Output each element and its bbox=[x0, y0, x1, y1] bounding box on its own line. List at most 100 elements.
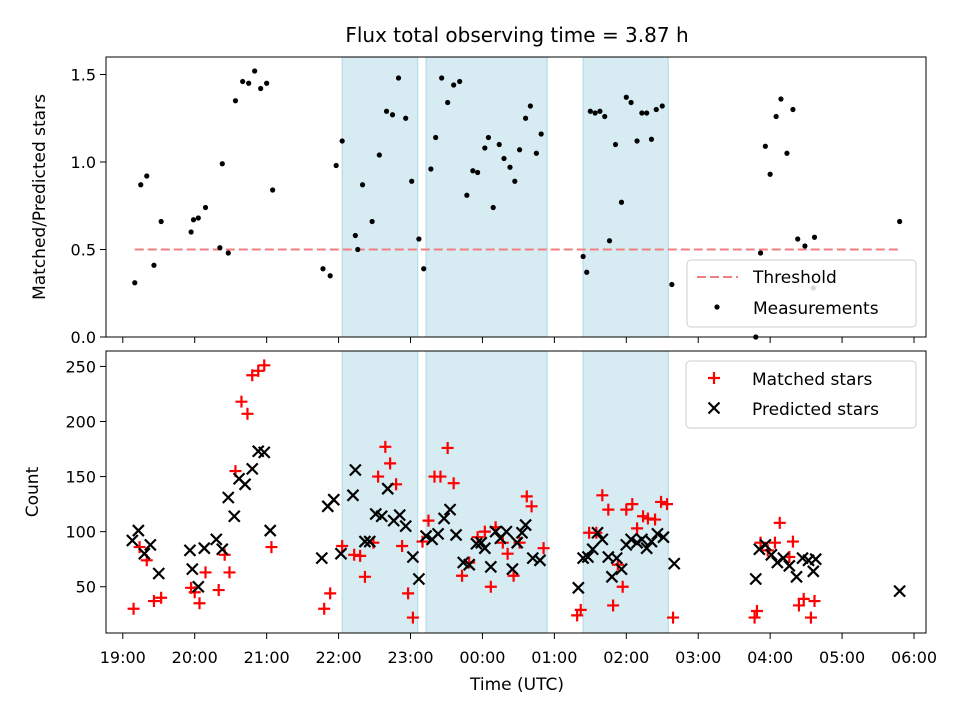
predicted-star-point bbox=[657, 530, 670, 544]
predicted-star-point bbox=[346, 489, 360, 502]
matched-star-point bbox=[147, 595, 160, 608]
matched-star-point bbox=[422, 514, 435, 527]
predicted-star-point bbox=[526, 551, 540, 565]
matched-star-point bbox=[750, 604, 763, 617]
measurement-point bbox=[389, 112, 396, 118]
matched-star-point bbox=[768, 536, 781, 549]
measurement-point bbox=[355, 246, 361, 253]
predicted-star-point bbox=[753, 543, 766, 556]
matched-star-point bbox=[808, 595, 821, 608]
matched-star-point bbox=[667, 611, 680, 624]
measurement-point bbox=[445, 99, 451, 106]
measurement-point bbox=[648, 136, 655, 142]
matched-star-point bbox=[463, 556, 476, 569]
predicted-star-point bbox=[126, 534, 139, 547]
measurement-point bbox=[246, 80, 252, 86]
predicted-star-point bbox=[349, 463, 362, 477]
predicted-star-point bbox=[893, 584, 906, 598]
matched-star-point bbox=[252, 364, 265, 377]
predicted-star-point bbox=[257, 446, 271, 459]
measurement-point bbox=[653, 106, 659, 113]
measurement-point bbox=[188, 229, 194, 235]
predicted-star-point bbox=[412, 572, 426, 586]
matched-star-point bbox=[661, 498, 674, 511]
measurement-point bbox=[451, 82, 457, 88]
predicted-star-point bbox=[431, 527, 445, 541]
predicted-star-point bbox=[809, 552, 822, 566]
matched-star-point bbox=[318, 602, 331, 615]
bottom-y-label: Count bbox=[23, 466, 43, 517]
measurement-point bbox=[490, 204, 496, 211]
x-tick-label: 23:00 bbox=[387, 648, 433, 667]
measurement-point bbox=[395, 75, 402, 81]
matched-star-point bbox=[379, 440, 392, 453]
matched-star-point bbox=[804, 611, 817, 624]
predicted-star-point bbox=[484, 560, 498, 574]
measurement-point bbox=[587, 108, 593, 114]
bottom-axes-frame bbox=[105, 350, 927, 634]
measurement-point bbox=[416, 236, 422, 242]
matched-star-point bbox=[748, 611, 761, 624]
measurement-point bbox=[639, 110, 645, 116]
top-y-label: Matched/Predicted stars bbox=[30, 94, 50, 300]
threshold-legend-label: Threshold bbox=[752, 268, 837, 288]
predicted-star-point bbox=[138, 547, 151, 560]
x-tick-label: 06:00 bbox=[891, 648, 937, 667]
predicted-star-point bbox=[591, 526, 604, 540]
measurement-point bbox=[790, 106, 796, 113]
matched-star-point bbox=[484, 580, 497, 593]
top-y-ticks: 0.0 0.5 1.0 1.5 bbox=[71, 66, 106, 347]
measurement-point bbox=[533, 150, 539, 156]
predicted-star-point bbox=[315, 551, 329, 565]
y-tick-label: 250 bbox=[65, 357, 96, 376]
measurement-point bbox=[507, 164, 513, 170]
predicted-star-point bbox=[186, 562, 199, 576]
predicted-star-point bbox=[765, 548, 778, 562]
top-axes-frame bbox=[105, 56, 927, 338]
predicted-star-point bbox=[462, 558, 476, 571]
measurement-point bbox=[158, 218, 164, 225]
shaded-interval bbox=[582, 56, 669, 338]
matched-star-point bbox=[792, 599, 805, 612]
matched-star-point bbox=[188, 586, 201, 599]
predicted-star-point bbox=[489, 525, 502, 538]
predicted-star-point bbox=[645, 535, 658, 548]
measurement-point bbox=[612, 141, 619, 148]
predicted-star-point bbox=[222, 491, 235, 504]
y-tick-label: 1.5 bbox=[71, 66, 96, 85]
measurement-point bbox=[320, 266, 326, 272]
predicted-star-point bbox=[596, 533, 609, 546]
x-tick-label: 03:00 bbox=[675, 648, 721, 667]
measurement-point bbox=[144, 173, 150, 179]
measurement-point bbox=[606, 238, 613, 244]
predicted-star-point bbox=[358, 535, 372, 548]
measurement-point bbox=[195, 215, 201, 221]
matched-star-point bbox=[354, 549, 367, 562]
matched-star-point bbox=[456, 569, 469, 582]
predicted-star-point bbox=[586, 543, 600, 556]
predicted-star-point bbox=[783, 559, 796, 573]
predicted-star-point bbox=[334, 547, 348, 560]
legend-x-marker bbox=[707, 401, 721, 415]
matched-star-point bbox=[649, 513, 662, 526]
predicted-star-point bbox=[759, 538, 772, 552]
shaded-interval bbox=[425, 56, 548, 338]
predicted-star-point bbox=[393, 508, 406, 522]
predicted-star-point bbox=[437, 512, 451, 525]
matched-star-point bbox=[616, 580, 629, 593]
matched-star-point bbox=[212, 584, 225, 597]
measurement-point bbox=[757, 250, 764, 256]
measurement-point bbox=[369, 218, 375, 225]
shaded-interval bbox=[341, 350, 419, 634]
matched-star-point bbox=[626, 498, 639, 511]
top-x-ticks bbox=[122, 337, 915, 343]
measurement-point bbox=[644, 110, 650, 116]
measurement-point bbox=[151, 262, 157, 268]
predicted-star-point bbox=[515, 526, 529, 540]
bottom-x-ticks: 19:00 20:00 21:00 22:00 23:00 00:00 01:00 02:00… bbox=[100, 633, 937, 667]
y-tick-label: 150 bbox=[65, 468, 96, 487]
measurement-point bbox=[359, 182, 366, 188]
matched-star-point bbox=[258, 359, 271, 372]
y-tick-label: 0.0 bbox=[71, 328, 96, 347]
predicted-star-point bbox=[635, 533, 649, 546]
